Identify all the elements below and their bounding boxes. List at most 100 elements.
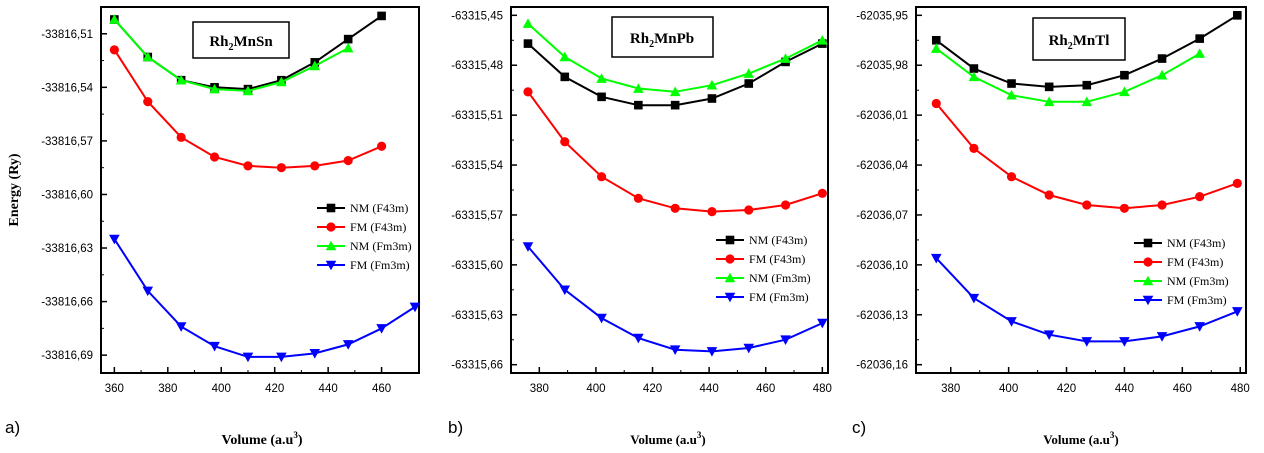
title-subscript: 2: [229, 42, 234, 53]
data-point: [409, 302, 421, 313]
title-box: Rh2MnTl: [1032, 17, 1126, 61]
data-point: [706, 79, 718, 90]
data-point: [142, 286, 154, 297]
x-tick-label: 440: [1115, 383, 1134, 395]
data-point: [109, 14, 120, 24]
y-tick-label: -62036,07: [856, 210, 908, 222]
data-point: [1119, 203, 1130, 213]
data-point: [276, 76, 287, 87]
title-text-rest: MnSn: [234, 34, 274, 50]
series-line: [527, 91, 823, 213]
y-tick-label: -62035,95: [856, 10, 908, 22]
data-point: [276, 163, 286, 173]
panel-a: 360 380 400 420 440 460 -33816,51 -33816,54 -338…: [5, 6, 421, 448]
data-point: [522, 242, 534, 252]
legend-label: FM (F43m): [350, 220, 406, 234]
series-line: [935, 47, 1201, 103]
x-tick-label: 460: [1173, 383, 1192, 395]
x-tick-label: 440: [700, 383, 719, 395]
title-text: Rh: [1049, 33, 1069, 49]
panel-label: c): [852, 418, 866, 437]
series-line: [113, 18, 349, 92]
x-tick-label: 480: [813, 383, 832, 395]
data-point: [376, 141, 387, 151]
data-point: [930, 43, 942, 53]
data-point: [596, 172, 607, 182]
data-point: [1044, 190, 1054, 200]
data-point: [209, 83, 220, 94]
data-point: [1082, 200, 1092, 210]
svg-text:Rh2MnPb: Rh2MnPb: [630, 31, 694, 50]
x-axis-label: Volume (a.u3): [630, 430, 706, 447]
data-point: [670, 100, 680, 110]
y-tick-label: -63315,60: [451, 260, 503, 272]
data-point: [930, 253, 942, 264]
x-axis-label-end: ): [701, 432, 705, 447]
y-tick-label: -33816,54: [41, 82, 93, 94]
data-point: [523, 39, 533, 48]
x-tick-label: 400: [586, 383, 605, 395]
x-axis-label-end: ): [298, 433, 303, 448]
legend-marker: [725, 235, 735, 245]
data-point: [242, 85, 254, 96]
data-point: [743, 68, 755, 78]
x-axis-label-text: Volume (a.u: [1043, 432, 1110, 447]
x-tick-label: 360: [105, 383, 124, 395]
data-point: [176, 132, 186, 142]
legend-marker: [724, 272, 736, 283]
legend-marker: [725, 254, 735, 264]
data-point: [142, 51, 154, 62]
x-tick-label: 380: [941, 383, 960, 395]
data-point: [707, 207, 717, 217]
data-point: [209, 341, 220, 352]
data-point: [1119, 86, 1130, 97]
data-point: [343, 34, 353, 44]
panel-b: 380 400 420 440 460 480 -63315,45 -63315,48 -633…: [448, 6, 832, 447]
legend-label: NM (F43m): [1167, 236, 1225, 250]
x-axis-label: Volume (a.u3): [1043, 430, 1119, 447]
y-tick-label: -62036,04: [856, 160, 908, 172]
legend-marker: [1143, 257, 1153, 267]
legend-marker: [325, 260, 337, 271]
legend-marker: [724, 292, 736, 303]
y-tick-label: -33816,57: [41, 136, 93, 148]
data-point: [523, 87, 533, 97]
data-point: [633, 333, 644, 344]
legend-marker: [1142, 295, 1154, 306]
data-point: [817, 318, 828, 329]
y-tick-label: -33816,60: [41, 189, 93, 201]
data-point: [931, 98, 941, 109]
panel-label: b): [448, 418, 463, 437]
data-point: [706, 347, 718, 357]
data-point: [1081, 96, 1093, 107]
data-point: [1006, 317, 1017, 327]
data-point: [633, 83, 644, 93]
data-point: [633, 193, 643, 203]
x-axis-label-sup: 3: [697, 430, 702, 440]
data-point: [1194, 322, 1205, 332]
x-tick-label: 420: [1057, 383, 1076, 395]
series-line: [113, 238, 416, 358]
data-point: [670, 203, 680, 213]
x-axis-label-text: Volume (a.u: [222, 433, 294, 448]
legend-marker: [326, 222, 336, 232]
y-tick-label: -63315,48: [451, 60, 503, 72]
series-group: [522, 18, 828, 357]
y-tick-label: -63315,54: [451, 160, 503, 172]
title-box: Rh2MnSn: [192, 21, 290, 59]
x-axis-label-sup: 3: [1110, 430, 1115, 440]
data-point: [175, 74, 187, 85]
y-tick-label: -63315,63: [451, 310, 503, 322]
series-group: [930, 11, 1243, 347]
x-tick-label: 480: [1231, 383, 1250, 395]
data-point: [969, 143, 979, 154]
data-point: [309, 60, 321, 71]
x-axis-label-sup: 3: [293, 430, 298, 440]
legend-label: NM (Fm3m): [749, 271, 811, 285]
data-point: [1006, 172, 1017, 182]
x-tick-label: 400: [999, 383, 1018, 395]
legend-label: FM (Fm3m): [749, 290, 809, 304]
data-point: [522, 18, 534, 28]
data-point: [969, 64, 979, 73]
